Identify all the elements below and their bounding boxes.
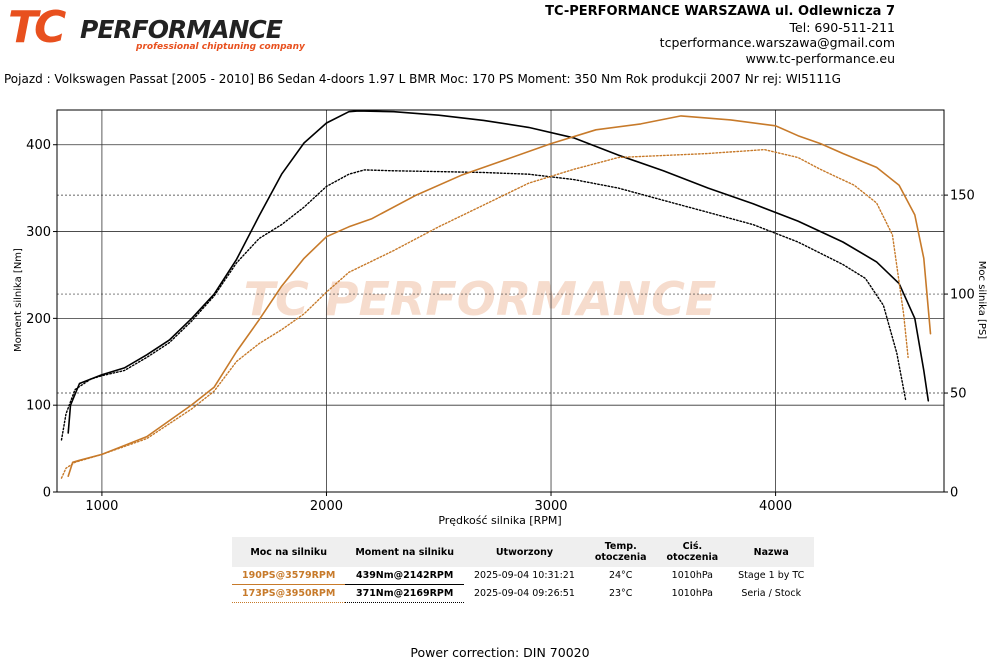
legend-row-stage1: 190PS@3579RPM 439Nm@2142RPM 2025-09-04 1… — [232, 567, 814, 585]
legend-pressure-value: 1010hPa — [671, 588, 713, 599]
logo-subtitle: professional chiptuning company — [136, 42, 305, 52]
legend-header-power: Moc na silniku — [232, 537, 346, 567]
results-legend-table: Moc na silniku Moment na silniku Utworzo… — [232, 537, 815, 603]
y-axis-left-label: Moment silnika [Nm] — [13, 248, 24, 352]
legend-temp-value: 23°C — [608, 588, 633, 599]
chart-series — [60, 110, 932, 479]
legend-name-value: Stage 1 by TC — [738, 570, 805, 582]
series-torque-stage1 — [67, 110, 930, 434]
company-logo: TC PERFORMANCE professional chiptuning c… — [8, 6, 318, 56]
legend-torque-value: 439Nm@2142RPM — [345, 567, 464, 585]
vehicle-info: Pojazd : Volkswagen Passat [2005 - 2010]… — [4, 72, 841, 86]
logo-tc-text: TC — [8, 2, 66, 53]
company-website: www.tc-performance.eu — [745, 50, 895, 66]
legend-header-created: Utworzony — [464, 537, 585, 567]
series-power-stage1 — [67, 115, 932, 477]
contact-block: TC-PERFORMANCE WARSZAWA ul. Odlewnicza 7… — [545, 4, 895, 66]
y-left-tick-label: 300 — [26, 225, 51, 240]
y-left-tick-label: 0 — [43, 486, 51, 501]
chart-axes — [56, 109, 945, 493]
power-correction-note: Power correction: DIN 70020 — [410, 645, 590, 660]
legend-row-stock: 173PS@3950RPM 371Nm@2169RPM 2025-09-04 0… — [232, 584, 814, 603]
legend-header-row: Moc na silniku Moment na silniku Utworzo… — [232, 537, 815, 567]
y-right-tick-label: 150 — [950, 189, 975, 204]
series-power-stock — [60, 148, 909, 479]
legend-header-pressure: Ciś. otoczenia — [656, 537, 729, 567]
y-left-tick-label: 400 — [26, 138, 51, 153]
y-left-tick-label: 100 — [26, 399, 51, 414]
watermark-text: TC PERFORMANCE — [244, 272, 717, 326]
dyno-chart: TC PERFORMANCE 1000 2000 3000 4000010020030… — [13, 109, 987, 527]
legend-created-value: 2025-09-04 10:31:21 — [474, 570, 575, 582]
plot-frame — [56, 109, 945, 493]
legend-power-value: 190PS@3579RPM — [232, 567, 346, 585]
legend-header-name: Nazwa — [728, 537, 815, 567]
legend-header-temp: Temp. otoczenia — [584, 537, 657, 567]
x-axis-label: Prędkość silnika [RPM] — [438, 514, 561, 527]
y-right-tick-label: 0 — [950, 486, 958, 501]
chart-watermark: TC PERFORMANCE — [244, 272, 717, 326]
chart-grid — [57, 110, 944, 492]
company-address: TC-PERFORMANCE WARSZAWA ul. Odlewnicza 7 — [545, 4, 895, 19]
y-right-tick-label: 100 — [950, 288, 975, 303]
legend-torque-value: 371Nm@2169RPM — [345, 584, 464, 603]
y-left-tick-label: 200 — [26, 312, 51, 327]
y-axis-right-label: Moc silnika [PS] — [976, 261, 987, 340]
x-tick-label: 3000 — [534, 499, 567, 514]
y-right-tick-label: 50 — [950, 387, 967, 402]
x-tick-label: 1000 — [85, 499, 118, 514]
legend-name-value: Seria / Stock — [741, 588, 802, 599]
legend-temp-value: 24°C — [608, 570, 633, 582]
legend-header-torque: Moment na silniku — [345, 537, 464, 567]
logo-performance-text: PERFORMANCE — [80, 15, 283, 44]
x-tick-label: 4000 — [759, 499, 792, 514]
company-email: tcperformance.warszawa@gmail.com — [659, 35, 895, 50]
legend-created-value: 2025-09-04 09:26:51 — [474, 588, 575, 599]
legend-pressure-value: 1010hPa — [671, 570, 713, 582]
company-phone: Tel: 690-511-211 — [789, 19, 895, 35]
legend-power-value: 173PS@3950RPM — [232, 584, 346, 603]
x-tick-label: 2000 — [310, 499, 343, 514]
series-torque-stock — [60, 169, 907, 441]
